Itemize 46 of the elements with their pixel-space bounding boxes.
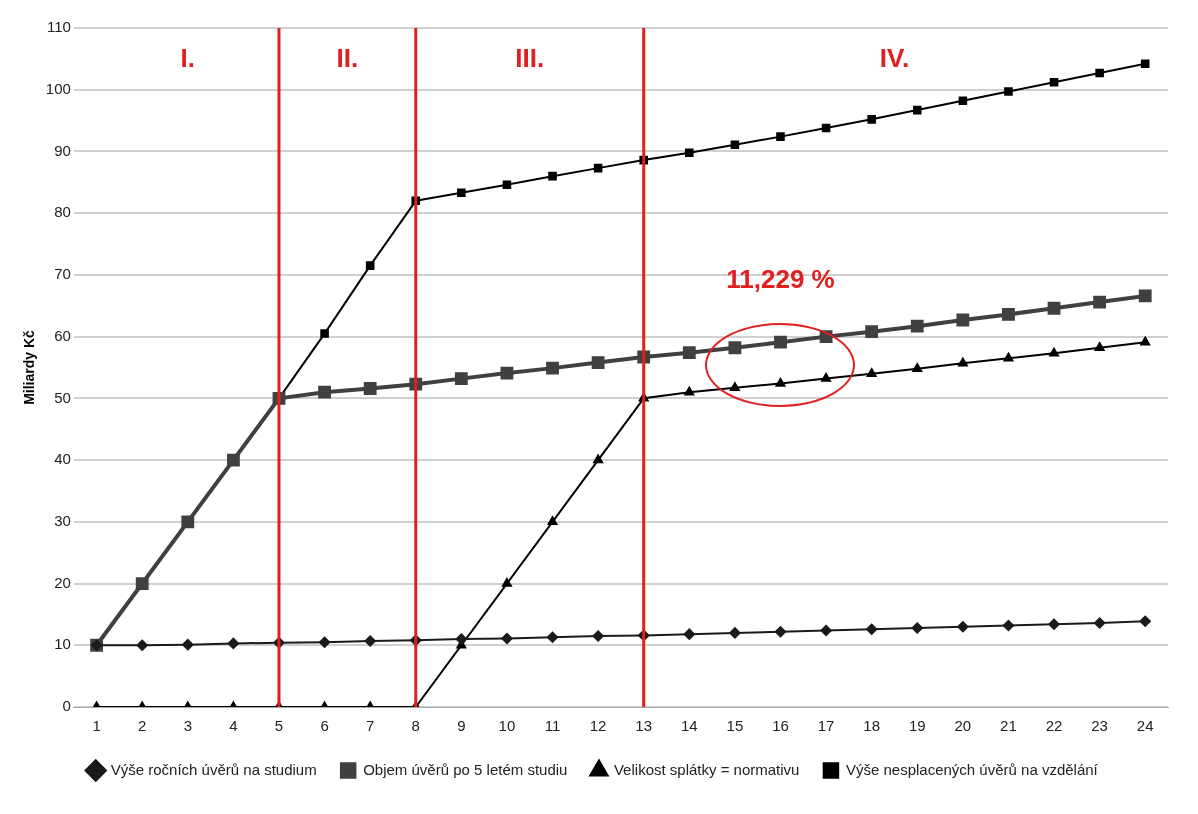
x-tick-label: 5: [274, 717, 284, 735]
y-tick-label: 100: [45, 79, 71, 97]
y-tick-label: 10: [54, 635, 71, 653]
y-tick-label: 40: [54, 450, 71, 468]
x-tick-label: 19: [908, 717, 926, 735]
x-tick-label: 14: [680, 717, 698, 735]
y-tick-label: 30: [54, 511, 71, 529]
x-tick-label: 23: [1091, 717, 1108, 735]
annotation: 11,229 %: [726, 263, 835, 294]
legend-label: Výše ročních úvěrů na studium: [110, 760, 317, 778]
y-axis-title: Miliardy Kč: [21, 329, 38, 405]
y-tick-label: 0: [62, 697, 71, 715]
x-tick-label: 2: [138, 717, 147, 735]
x-tick-label: 18: [863, 717, 881, 735]
x-tick-label: 16: [772, 717, 789, 735]
x-tick-label: 8: [411, 717, 420, 735]
x-tick-label: 12: [589, 717, 607, 735]
annotation: II.: [336, 43, 359, 74]
legend-label: Objem úvěrů po 5 letém studiu: [363, 760, 568, 778]
x-tick-label: 24: [1136, 717, 1154, 735]
y-tick-label: 70: [54, 265, 71, 283]
y-tick-label: 50: [54, 388, 71, 406]
y-tick-label: 110: [46, 18, 71, 36]
x-tick-label: 15: [726, 717, 744, 735]
x-tick-label: 17: [817, 717, 835, 735]
x-tick-label: 22: [1045, 717, 1063, 735]
y-tick-label: 20: [54, 573, 71, 591]
x-tick-label: 11: [544, 717, 561, 735]
annotation: IV.: [879, 43, 910, 74]
x-tick-label: 3: [183, 717, 192, 735]
x-tick-label: 1: [92, 717, 101, 735]
annotation: III.: [515, 43, 545, 74]
x-tick-label: 20: [954, 717, 972, 735]
y-tick-label: 90: [54, 141, 71, 159]
x-tick-label: 21: [1000, 717, 1017, 735]
x-tick-label: 13: [635, 717, 653, 735]
x-tick-label: 7: [365, 717, 375, 735]
annotation: I.: [180, 43, 196, 74]
x-tick-label: 10: [498, 717, 516, 735]
legend-label: Výše nesplacených úvěrů na vzdělání: [845, 760, 1099, 778]
y-tick-label: 80: [54, 203, 71, 221]
y-tick-label: 60: [54, 326, 71, 344]
x-tick-label: 4: [229, 717, 238, 735]
x-tick-label: 6: [320, 717, 329, 735]
legend-label: Velikost splátky = normativu: [613, 760, 800, 778]
x-tick-label: 9: [457, 717, 466, 735]
